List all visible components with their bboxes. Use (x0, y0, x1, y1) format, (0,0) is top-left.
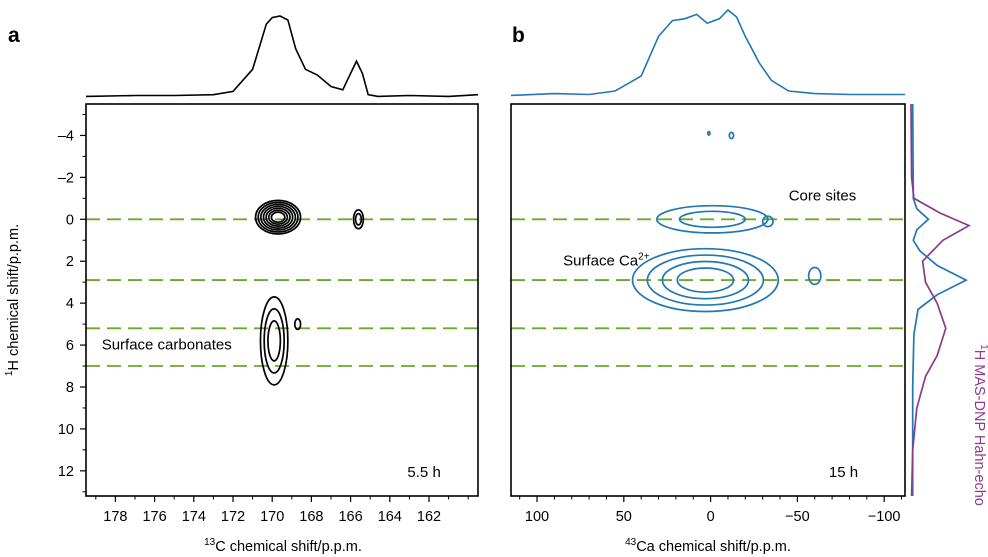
panel-a: 178 176 174 172 170 168 166 164 162 –4 –2 0 2 4 6 8 10 1… (4, 15, 479, 555)
x-tick-label: 166 (338, 509, 362, 525)
contour-level (761, 215, 774, 228)
contour-level (265, 207, 291, 227)
y-tick-label: –2 (58, 170, 74, 186)
core-sites-annotation: Core sites (789, 187, 857, 204)
contour-level (631, 247, 780, 313)
panel-b-reference-lines (511, 218, 905, 367)
x-tick-label: 168 (299, 509, 323, 525)
contour-level (259, 296, 289, 386)
contour-level (254, 199, 302, 235)
x-tick-label: 176 (142, 509, 166, 525)
y-tick-label: 12 (58, 464, 74, 480)
y-tick-label: 8 (66, 380, 74, 396)
contour-level (676, 267, 735, 294)
x-tick-label: 178 (103, 509, 127, 525)
side-projection-trace (911, 103, 968, 496)
x-tick-label: −100 (868, 509, 901, 525)
x-tick-label: 172 (221, 509, 245, 525)
contour-level (661, 260, 750, 300)
contour-level (263, 308, 286, 374)
panel-a-plot-frame (85, 103, 479, 497)
y-tick-label: –4 (58, 128, 74, 144)
hahn-echo-label: 1H MAS-DNP Hahn-echo (971, 344, 988, 506)
x-tick-label: 162 (417, 509, 441, 525)
panel-b-x-ticks: 100 50 0 −50 −100 (519, 496, 903, 525)
panel-a-y-axis-label: 1H chemical shift/p.p.m. (4, 224, 22, 376)
x-tick-label: 50 (616, 509, 632, 525)
panel-b-top-projection (510, 8, 905, 97)
x-tick-label: 170 (260, 509, 284, 525)
x-tick-label: 0 (707, 509, 715, 525)
panel-a-top-projection (85, 15, 479, 98)
panel-a-label: a (8, 24, 20, 47)
panel-a-y-ticks: –4 –2 0 2 4 6 8 10 12 (58, 113, 86, 493)
y-tick-label: 2 (66, 254, 74, 270)
panel-a-x-axis-label: 13C chemical shift/p.p.m. (204, 537, 362, 555)
side-projection-trace (910, 103, 971, 497)
contour-level (354, 212, 363, 226)
panel-b: 100 50 0 −50 −100 Core sites Surface Ca2+ 15… (510, 8, 988, 555)
contour-level (352, 209, 365, 230)
panel-a-contours (254, 199, 365, 386)
panel-a-time-annotation: 5.5 h (407, 464, 440, 481)
contour-level (646, 254, 765, 306)
panel-b-contours (631, 130, 822, 313)
panel-a-x-ticks: 178 176 174 172 170 168 166 164 162 (95, 496, 469, 525)
contour-level (707, 130, 711, 136)
x-tick-label: 174 (182, 509, 206, 525)
panel-b-time-annotation: 15 h (829, 464, 858, 481)
contour-level (678, 210, 746, 229)
x-tick-label: 164 (378, 509, 402, 525)
contour-level (270, 211, 286, 224)
contour-level (655, 204, 769, 234)
contour-level (267, 209, 289, 225)
panel-b-plot-frame (510, 103, 906, 497)
y-tick-label: 0 (66, 212, 74, 228)
panel-a-reference-lines (86, 218, 478, 367)
surface-ca-annotation: Surface Ca2+ (563, 251, 650, 269)
contour-level (728, 131, 735, 140)
x-tick-label: 100 (525, 509, 549, 525)
contour-level (257, 201, 299, 233)
contour-level (293, 318, 302, 331)
panel-b-label: b (512, 24, 525, 47)
y-tick-label: 6 (66, 338, 74, 354)
contour-level (267, 320, 282, 362)
contour-level (259, 203, 297, 231)
contour-level (807, 266, 822, 286)
x-tick-label: −50 (785, 509, 810, 525)
y-tick-label: 10 (58, 422, 74, 438)
surface-carbonates-annotation: Surface carbonates (102, 336, 232, 353)
panel-b-side-projections (910, 103, 971, 497)
y-tick-label: 4 (66, 296, 74, 312)
panel-b-x-axis-label: 43Ca chemical shift/p.p.m. (625, 537, 791, 555)
contour-level (262, 205, 294, 229)
